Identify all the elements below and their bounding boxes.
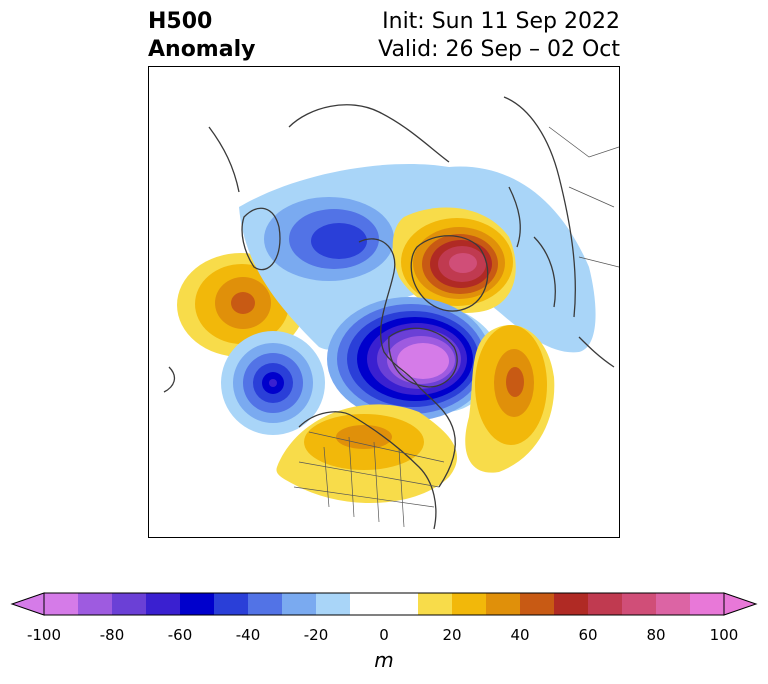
colorbar-tick-label: -40 xyxy=(235,626,261,644)
colorbar-outline xyxy=(43,592,725,616)
colorbar-segment xyxy=(418,593,453,615)
colorbar-segment xyxy=(78,593,113,615)
colorbar-tick-label: -100 xyxy=(26,626,62,644)
anomaly-map xyxy=(163,96,619,530)
title-variable: H500 xyxy=(148,9,213,34)
colorbar-segment xyxy=(384,593,419,615)
us-plains-ridge-contours xyxy=(276,404,458,504)
colorbar-segment xyxy=(588,593,623,615)
colorbar-segment xyxy=(486,593,521,615)
colorbar-segment xyxy=(622,593,657,615)
title-type: Anomaly xyxy=(148,37,256,62)
colorbar-tick-label: 100 xyxy=(709,626,739,644)
map-panel xyxy=(148,66,620,538)
colorbar-segment xyxy=(146,593,181,615)
hudson-bay-trough-contours xyxy=(327,297,491,421)
colorbar-segment xyxy=(520,593,555,615)
colorbar-segment xyxy=(690,593,725,615)
colorbar xyxy=(10,592,758,616)
colorbar-segment xyxy=(180,593,215,615)
western-canada-trough-contours xyxy=(264,197,394,281)
alaska-trough-contours xyxy=(221,331,325,435)
map-title: H500 Anomaly xyxy=(148,8,255,64)
colorbar-tick-label: -80 xyxy=(99,626,125,644)
north-atlantic-ridge-contours xyxy=(465,324,555,473)
colorbar-segment xyxy=(248,593,283,615)
colorbar-segment xyxy=(452,593,487,615)
colorbar-segments xyxy=(44,593,725,615)
colorbar-tick-label: 80 xyxy=(646,626,666,644)
map-dates: Init: Sun 11 Sep 2022 Valid: 26 Sep – 02… xyxy=(378,8,620,64)
colorbar-segment xyxy=(44,593,79,615)
colorbar-right-arrow xyxy=(723,592,758,616)
colorbar-segment xyxy=(282,593,317,615)
valid-range: Valid: 26 Sep – 02 Oct xyxy=(378,37,620,62)
colorbar-segment xyxy=(656,593,691,615)
colorbar-segment xyxy=(214,593,249,615)
colorbar-tick-label: 0 xyxy=(379,626,389,644)
colorbar-segment xyxy=(554,593,589,615)
colorbar-tick-label: -60 xyxy=(167,626,193,644)
colorbar-tick-label: -20 xyxy=(303,626,329,644)
init-date: Init: Sun 11 Sep 2022 xyxy=(382,9,620,34)
colorbar-segment xyxy=(112,593,147,615)
colorbar-left-arrow xyxy=(10,592,45,616)
colorbar-segment xyxy=(350,593,385,615)
colorbar-tick-label: 40 xyxy=(510,626,530,644)
colorbar-tick-label: 60 xyxy=(578,626,598,644)
coastlines xyxy=(163,96,615,530)
colorbar-unit: m xyxy=(374,648,394,672)
colorbar-segment xyxy=(316,593,351,615)
colorbar-tick-label: 20 xyxy=(442,626,462,644)
political-borders xyxy=(293,126,619,528)
